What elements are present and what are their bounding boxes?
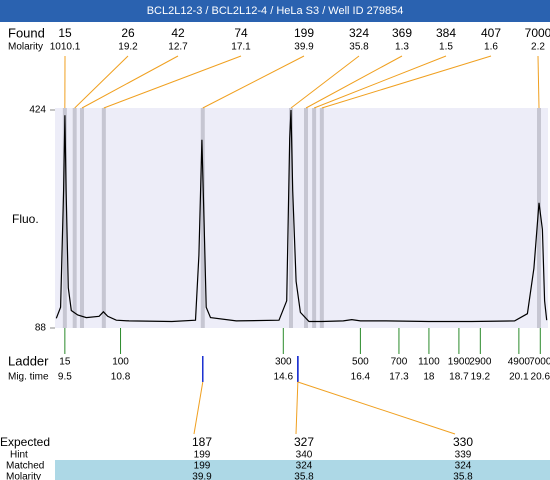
mig-time: 17.3 bbox=[389, 372, 409, 383]
ladder-size: 1100 bbox=[418, 357, 440, 368]
found-size: 7000 bbox=[525, 26, 550, 40]
found-size: 369 bbox=[392, 26, 412, 40]
found-size: 384 bbox=[436, 26, 456, 40]
peak-leader bbox=[202, 55, 305, 109]
peak-leader bbox=[321, 55, 492, 109]
ladder-size: 1900 bbox=[448, 357, 471, 368]
found-size: 74 bbox=[234, 26, 248, 40]
peak-leader bbox=[305, 55, 403, 109]
found-size: 15 bbox=[58, 26, 72, 40]
peak-band bbox=[101, 108, 106, 328]
hint: 199 bbox=[194, 450, 211, 461]
expected-label: Expected bbox=[0, 435, 50, 449]
ladder-size: 500 bbox=[352, 357, 369, 368]
peak-band bbox=[79, 108, 84, 328]
expected-size: 327 bbox=[294, 435, 314, 449]
found-molarity: 1.3 bbox=[395, 42, 409, 53]
found-molarity: 17.1 bbox=[231, 42, 251, 53]
expected-size: 330 bbox=[453, 435, 473, 449]
found-molarity: 39.9 bbox=[294, 42, 314, 53]
found-molarity: 1.6 bbox=[484, 42, 498, 53]
mig-time: 18.7 bbox=[449, 372, 469, 383]
found-molarity: 1.5 bbox=[439, 42, 453, 53]
peak-leader bbox=[103, 55, 242, 109]
plot-area bbox=[55, 108, 548, 328]
trace bbox=[55, 109, 548, 323]
mig-time: 14.6 bbox=[274, 372, 294, 383]
peak-leader bbox=[313, 55, 447, 109]
peak-band bbox=[312, 108, 317, 328]
mig-time: 19.2 bbox=[471, 372, 491, 383]
expected-leader bbox=[295, 381, 299, 435]
found-size: 199 bbox=[294, 26, 314, 40]
expected-leader bbox=[297, 381, 456, 435]
peak-leader bbox=[74, 55, 129, 109]
peak-band bbox=[200, 108, 205, 328]
peak-band bbox=[319, 108, 324, 328]
mig-time: 18 bbox=[423, 372, 435, 383]
found-molarity: 35.8 bbox=[349, 42, 369, 53]
title-bar bbox=[0, 0, 550, 22]
ladder-size: 15 bbox=[59, 357, 71, 368]
found-size: 42 bbox=[171, 26, 185, 40]
ladder-size: 100 bbox=[112, 357, 129, 368]
mig-time: 9.5 bbox=[58, 372, 72, 383]
title: BCL2L12-3 / BCL2L12-4 / HeLa S3 / Well I… bbox=[147, 5, 404, 17]
expected-molarity: 35.8 bbox=[294, 472, 314, 480]
ladder-size: 300 bbox=[275, 357, 292, 368]
found-molarity: 2.2 bbox=[531, 42, 545, 53]
matched-band bbox=[55, 460, 550, 480]
molarity-label: Molarity bbox=[8, 42, 43, 53]
hint: 339 bbox=[455, 450, 472, 461]
found-size: 26 bbox=[121, 26, 135, 40]
peak-band bbox=[289, 108, 294, 328]
expected-size: 187 bbox=[192, 435, 212, 449]
mig-time: 16.4 bbox=[351, 372, 371, 383]
expected-molarity: 39.9 bbox=[192, 472, 212, 480]
y-axis-label: Fluo. bbox=[12, 212, 39, 226]
found-size: 407 bbox=[481, 26, 501, 40]
found-size: 324 bbox=[349, 26, 369, 40]
found-label: Found bbox=[8, 25, 45, 40]
peak-leader bbox=[537, 55, 540, 109]
ladder-size: 4900 bbox=[508, 357, 531, 368]
peak-band bbox=[72, 108, 77, 328]
matched: 324 bbox=[455, 461, 472, 472]
matched: 199 bbox=[194, 461, 211, 472]
mig-time: 10.8 bbox=[111, 372, 131, 383]
expected-leader bbox=[193, 381, 204, 435]
expected-molarity: 35.8 bbox=[453, 472, 473, 480]
expected-molarity-label: Molarity bbox=[6, 472, 41, 480]
peak-band bbox=[62, 108, 67, 328]
matched: 324 bbox=[296, 461, 313, 472]
peak-band bbox=[537, 108, 542, 328]
mig-time-label: Mig. time bbox=[8, 372, 49, 383]
peak-leader bbox=[81, 55, 179, 109]
hint: 340 bbox=[296, 450, 313, 461]
found-molarity: 1010.1 bbox=[50, 42, 81, 53]
matched-label: Matched bbox=[6, 461, 44, 472]
found-molarity: 12.7 bbox=[168, 42, 188, 53]
ladder-size: 7000 bbox=[529, 357, 550, 368]
y-tick-label: 424 bbox=[29, 105, 46, 116]
hint-label: Hint bbox=[10, 450, 28, 461]
mig-time: 20.1 bbox=[509, 372, 529, 383]
ladder-size: 2900 bbox=[469, 357, 492, 368]
found-molarity: 19.2 bbox=[118, 42, 138, 53]
ladder-size: 700 bbox=[391, 357, 408, 368]
y-tick-label: 88 bbox=[35, 323, 47, 334]
ladder-label: Ladder bbox=[8, 353, 49, 368]
peak-band bbox=[303, 108, 308, 328]
mig-time: 20.6 bbox=[531, 372, 550, 383]
peak-leader bbox=[290, 55, 360, 109]
